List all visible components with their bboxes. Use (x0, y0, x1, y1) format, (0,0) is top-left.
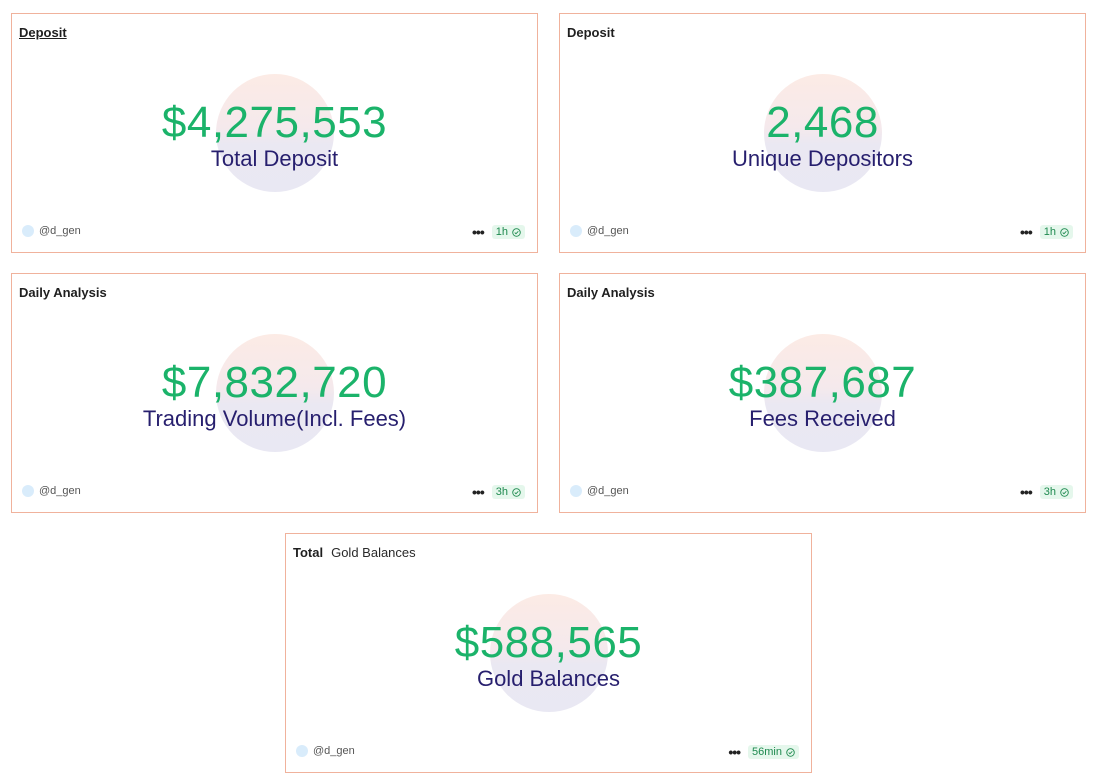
more-horizontal-icon[interactable]: ••• (472, 484, 485, 500)
check-circle-icon (512, 487, 521, 497)
counter-value: 2,468 (766, 98, 879, 147)
counter-value: $7,832,720 (161, 358, 388, 407)
check-circle-icon (786, 747, 795, 757)
check-circle-icon (512, 227, 521, 237)
author-name: @d_gen (313, 745, 355, 757)
card-title: Total Gold Balances (293, 545, 416, 560)
author-link[interactable]: @d_gen (22, 225, 81, 237)
author-name: @d_gen (39, 485, 81, 497)
refresh-interval: 3h (1043, 486, 1056, 498)
check-circle-icon (1060, 227, 1069, 237)
counter-card-unique-depositors: Deposit 2,468 Unique Depositors @d_gen •… (559, 13, 1086, 253)
card-footer: @d_gen ••• 1h (570, 225, 1073, 241)
card-title[interactable]: Daily Analysis (567, 285, 655, 300)
refresh-status-badge[interactable]: 3h (491, 485, 525, 499)
card-body: $588,565 Gold Balances (286, 534, 811, 772)
counter-card-gold-balances: Total Gold Balances $588,565 Gold Balance… (285, 533, 812, 773)
counter-value: $387,687 (728, 358, 917, 407)
refresh-status-badge[interactable]: 1h (1039, 225, 1073, 239)
counter-label: Trading Volume(Incl. Fees) (142, 406, 407, 431)
refresh-interval: 3h (495, 486, 508, 498)
author-link[interactable]: @d_gen (570, 485, 629, 497)
author-link[interactable]: @d_gen (296, 745, 355, 757)
avatar (22, 225, 34, 237)
card-body: $4,275,553 Total Deposit (12, 14, 537, 252)
avatar (22, 485, 34, 497)
refresh-interval: 1h (495, 226, 508, 238)
more-horizontal-icon[interactable]: ••• (472, 224, 485, 240)
card-footer: @d_gen ••• 3h (570, 485, 1073, 501)
avatar (570, 225, 582, 237)
footer-actions: ••• 3h (472, 485, 525, 499)
card-title[interactable]: Deposit (19, 25, 67, 40)
card-title[interactable]: Daily Analysis (19, 285, 107, 300)
more-horizontal-icon[interactable]: ••• (728, 744, 741, 760)
counter-card-trading-volume: Daily Analysis $7,832,720 Trading Volume… (11, 273, 538, 513)
footer-actions: ••• 1h (1020, 225, 1073, 239)
card-title[interactable]: Deposit (567, 25, 615, 40)
author-link[interactable]: @d_gen (570, 225, 629, 237)
refresh-status-badge[interactable]: 56min (748, 745, 799, 759)
check-circle-icon (1060, 487, 1069, 497)
refresh-status-badge[interactable]: 3h (1039, 485, 1073, 499)
author-link[interactable]: @d_gen (22, 485, 81, 497)
counter-label: Fees Received (749, 406, 896, 431)
author-name: @d_gen (587, 485, 629, 497)
card-body: $387,687 Fees Received (560, 274, 1085, 512)
refresh-status-badge[interactable]: 1h (491, 225, 525, 239)
footer-actions: ••• 1h (472, 225, 525, 239)
more-horizontal-icon[interactable]: ••• (1020, 484, 1033, 500)
counter-label: Gold Balances (476, 666, 621, 691)
footer-actions: ••• 3h (1020, 485, 1073, 499)
tab-gold-balances[interactable]: Gold Balances (331, 545, 416, 560)
card-footer: @d_gen ••• 1h (22, 225, 525, 241)
avatar (570, 485, 582, 497)
footer-actions: ••• 56min (728, 745, 799, 759)
author-name: @d_gen (39, 225, 81, 237)
card-body: $7,832,720 Trading Volume(Incl. Fees) (12, 274, 537, 512)
counter-card-total-deposit: Deposit $4,275,553 Total Deposit @d_gen … (11, 13, 538, 253)
counter-card-fees-received: Daily Analysis $387,687 Fees Received @d… (559, 273, 1086, 513)
counter-value: $4,275,553 (161, 98, 388, 147)
refresh-interval: 1h (1043, 226, 1056, 238)
card-body: 2,468 Unique Depositors (560, 14, 1085, 252)
author-name: @d_gen (587, 225, 629, 237)
avatar (296, 745, 308, 757)
counter-label: Total Deposit (210, 146, 339, 171)
card-footer: @d_gen ••• 56min (296, 745, 799, 761)
refresh-interval: 56min (752, 746, 782, 758)
tab-total[interactable]: Total (293, 545, 324, 560)
counter-label: Unique Depositors (732, 146, 913, 171)
card-footer: @d_gen ••• 3h (22, 485, 525, 501)
counter-value: $588,565 (454, 618, 643, 667)
more-horizontal-icon[interactable]: ••• (1020, 224, 1033, 240)
